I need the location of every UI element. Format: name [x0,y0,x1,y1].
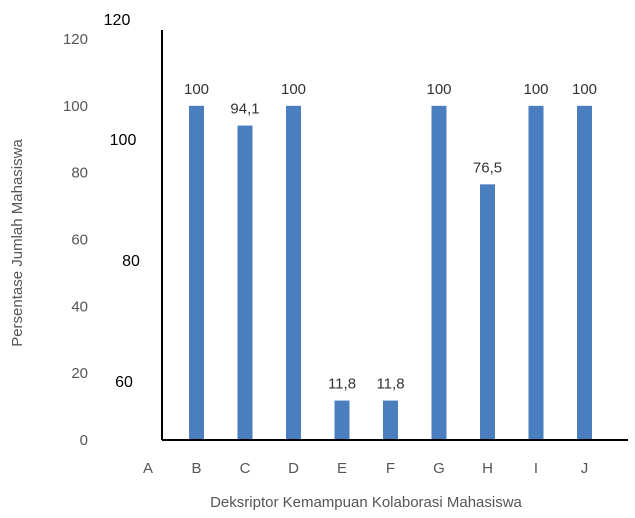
overlapping-axis-labels: 120 100 80 60 [104,12,140,391]
overlapping-axis-label: 60 [115,374,133,391]
bar [577,105,592,440]
overlapping-axis-label: 120 [104,12,131,29]
x-tick-label: G [433,460,445,477]
data-label: 94,1 [230,101,259,118]
overlapping-axis-label: 80 [122,253,140,270]
x-tick-label: A [143,460,153,477]
bar [528,105,544,440]
overlapping-axis-label: 100 [110,132,137,149]
bar [237,125,253,440]
data-label: 11,8 [328,376,356,393]
data-label: 100 [572,81,597,98]
x-tick-label: C [240,460,251,477]
x-tick-labels: A B C D E F G H I J [143,460,588,477]
y-tick-label: 20 [71,365,88,382]
data-label: 100 [281,81,306,98]
y-tick-label: 40 [71,298,88,315]
y-tick-label: 0 [80,432,88,449]
data-label: 100 [184,81,209,98]
data-labels: 100 94,1 100 11,8 11,8 100 76,5 100 100 [184,81,597,393]
y-tick-labels: 0 20 40 60 80 100 120 [63,31,88,449]
x-axis-title: Deksriptor Kemampuan Kolaborasi Mahasisw… [210,494,522,511]
data-label: 76,5 [473,159,502,176]
y-tick-label: 60 [71,232,88,249]
bar [286,105,301,440]
bar [189,105,204,440]
x-tick-label: H [482,460,493,477]
x-tick-label: F [386,460,395,477]
x-tick-label: I [534,460,538,477]
x-tick-label: B [191,460,201,477]
bar [480,184,495,440]
data-label: 100 [523,81,548,98]
y-axis-title: Persentase Jumlah Mahasiswa [9,139,26,347]
x-tick-label: E [337,460,347,477]
bar [334,400,350,440]
x-tick-label: J [581,460,589,477]
bars [189,105,592,440]
y-tick-label: 100 [63,98,88,115]
x-tick-label: D [288,460,299,477]
data-label: 11,8 [376,376,404,393]
y-tick-label: 120 [63,31,88,48]
data-label: 100 [426,81,451,98]
bar [383,400,398,440]
bar [431,105,447,440]
y-tick-label: 80 [71,165,88,182]
